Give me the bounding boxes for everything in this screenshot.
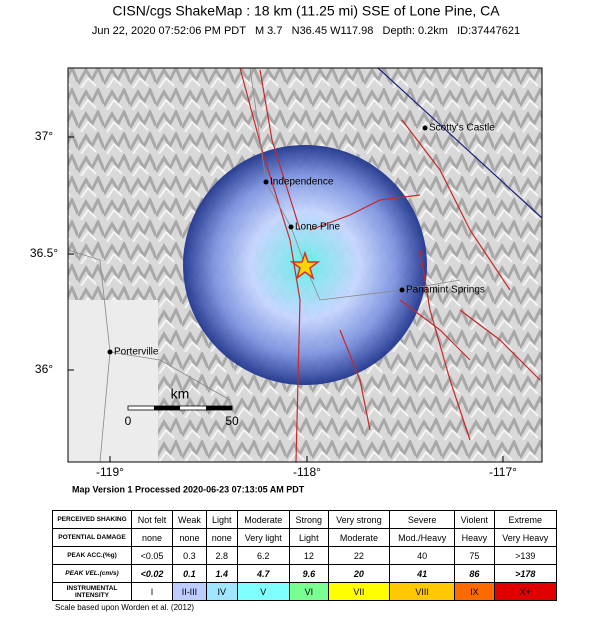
table-row: PERCEIVED SHAKING Not felt Weak Light Modera…	[52, 510, 558, 529]
table-cell: VII	[327, 582, 391, 601]
table-row: INSTRUMENTAL INTENSITY I II-III IV V VI VII VII…	[52, 582, 558, 601]
place-marker	[288, 224, 294, 230]
table-cell: Severe	[389, 510, 456, 529]
table-cell: Extreme	[493, 510, 558, 529]
table-cell: 22	[327, 546, 391, 565]
table-cell: 2.8	[205, 546, 238, 565]
title: CISN/cgs ShakeMap : 18 km (11.25 mi) SSE…	[112, 3, 500, 19]
table-cell: Weak	[171, 510, 207, 529]
scale-label: 50	[225, 414, 239, 428]
scale-label: 0	[125, 414, 132, 428]
scale-bar: km 0 50	[125, 386, 239, 428]
table-cell: Very Heavy	[493, 528, 558, 547]
longitude-label: -118°	[293, 465, 321, 479]
roads	[67, 67, 461, 463]
place-label: Independence	[270, 177, 334, 188]
row-label: PERCEIVED SHAKING	[52, 510, 132, 529]
intensity-table: PERCEIVED SHAKING Not felt Weak Light Modera…	[52, 510, 558, 601]
latitude-label: 36.5°	[30, 246, 58, 260]
subtitle: Jun 22, 2020 07:52:06 PM PDT M 3.7 N36.4…	[92, 25, 520, 37]
table-cell: Very strong	[327, 510, 391, 529]
table-cell: <0.05	[131, 546, 173, 565]
table-cell: Violent	[454, 510, 495, 529]
table-cell: IV	[205, 582, 238, 601]
longitude-label: -119°	[96, 465, 124, 479]
table-row: POTENTIAL DAMAGE none none none Very light Li…	[52, 528, 558, 547]
table-cell: Moderate	[236, 510, 291, 529]
place-marker	[107, 349, 113, 355]
table-cell: IX	[454, 582, 495, 601]
faults	[239, 67, 541, 463]
table-cell: 40	[389, 546, 456, 565]
table-cell: 0.1	[171, 564, 207, 583]
table-cell: 6.2	[236, 546, 291, 565]
table-cell: >139	[493, 546, 558, 565]
latitude-label: 37°	[35, 129, 53, 143]
place-label: Panamint Springs	[406, 285, 485, 296]
footnote: Scale based upon Worden et al. (2012)	[55, 603, 195, 612]
longitude-label: -117°	[489, 465, 517, 479]
table-cell: 75	[454, 546, 495, 565]
table-cell: 20	[327, 564, 391, 583]
table-cell: VI	[289, 582, 329, 601]
table-cell: X+	[493, 582, 558, 601]
place-marker	[422, 125, 428, 131]
table-cell: none	[205, 528, 238, 547]
place-label: Porterville	[114, 347, 159, 358]
table-cell: 0.3	[171, 546, 207, 565]
table-cell: 41	[389, 564, 456, 583]
table-cell: Heavy	[454, 528, 495, 547]
table-cell: none	[131, 528, 173, 547]
table-cell: Mod./Heavy	[389, 528, 456, 547]
row-label: POTENTIAL DAMAGE	[52, 528, 132, 547]
place-label: Lone Pine	[295, 222, 340, 233]
table-cell: none	[171, 528, 207, 547]
table-cell: <0.02	[131, 564, 173, 583]
place-marker	[399, 287, 405, 293]
scale-unit: km	[171, 386, 190, 402]
table-cell: II-III	[171, 582, 207, 601]
table-cell: 9.6	[289, 564, 329, 583]
table-cell: Light	[205, 510, 238, 529]
epicenter	[289, 250, 321, 280]
processing-note: Map Version 1 Processed 2020-06-23 07:13…	[72, 484, 305, 494]
map: km 0 50 Scotty's Castle Independence Lone …	[67, 67, 543, 463]
table-cell: I	[131, 582, 173, 601]
table-cell: Strong	[289, 510, 329, 529]
table-cell: Very light	[236, 528, 291, 547]
row-label: PEAK ACC.(%g)	[52, 546, 132, 565]
table-cell: V	[236, 582, 291, 601]
table-cell: 12	[289, 546, 329, 565]
place-label: Scotty's Castle	[429, 123, 495, 134]
table-cell: 86	[454, 564, 495, 583]
table-cell: VIII	[389, 582, 456, 601]
table-cell: Light	[289, 528, 329, 547]
table-cell: 1.4	[205, 564, 238, 583]
table-cell: Moderate	[327, 528, 391, 547]
row-label: PEAK VEL.(cm/s)	[52, 564, 132, 583]
table-cell: Not felt	[131, 510, 173, 529]
table-row: PEAK VEL.(cm/s) <0.02 0.1 1.4 4.7 9.6 20 41 86 >1…	[52, 564, 558, 583]
place-marker	[263, 179, 269, 185]
row-label: INSTRUMENTAL INTENSITY	[52, 582, 132, 601]
latitude-label: 36°	[35, 362, 53, 376]
table-cell: >178	[493, 564, 558, 583]
table-cell: 4.7	[236, 564, 291, 583]
table-row: PEAK ACC.(%g) <0.05 0.3 2.8 6.2 12 22 40 75 >139	[52, 546, 558, 565]
